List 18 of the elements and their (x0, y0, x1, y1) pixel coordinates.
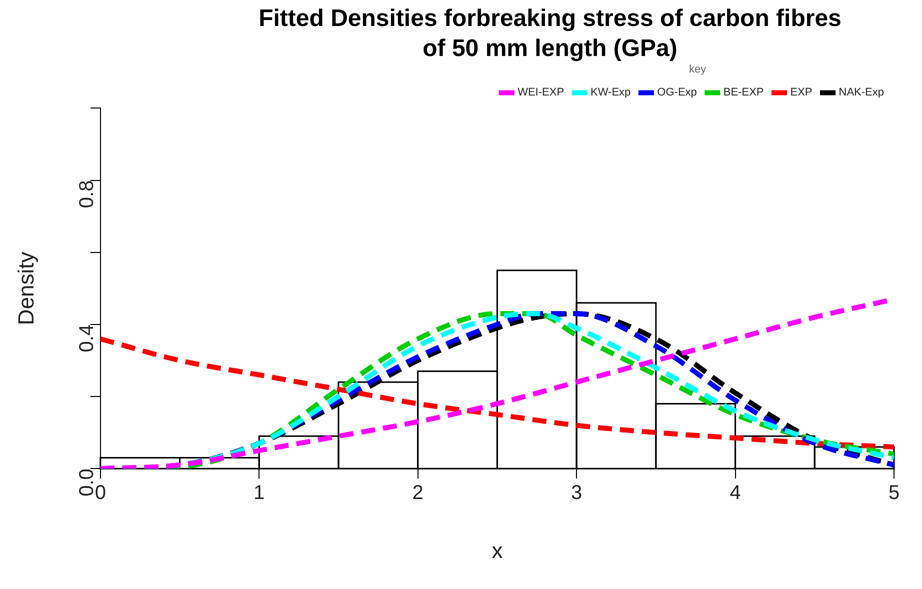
chart-title: Fitted Densities forbreaking stress of carbon fibres of 50 mm length (GPa) (258, 4, 842, 64)
x-tick-label: 0 (94, 482, 106, 504)
legend-label: OG-Exp (657, 86, 697, 99)
y-axis-title: Density (13, 252, 38, 326)
legend-label: WEI-EXP (518, 86, 564, 99)
x-axis-title: x (492, 538, 503, 563)
legend-label: EXP (790, 86, 812, 99)
legend-title: key (688, 64, 707, 76)
x-tick-label: 2 (412, 482, 424, 504)
legend-label: KW-Exp (590, 86, 631, 99)
x-tick-label: 1 (254, 482, 265, 504)
x-tick-label: 3 (570, 482, 582, 504)
x-tick-label: 4 (730, 482, 741, 504)
legend-label: BE-EXP (723, 86, 764, 99)
x-tick-label: 5 (888, 482, 900, 504)
y-tick-label: 0.8 (76, 180, 98, 208)
legend-label: NAK-Exp (838, 86, 884, 99)
y-tick-label: 0.4 (76, 324, 98, 352)
